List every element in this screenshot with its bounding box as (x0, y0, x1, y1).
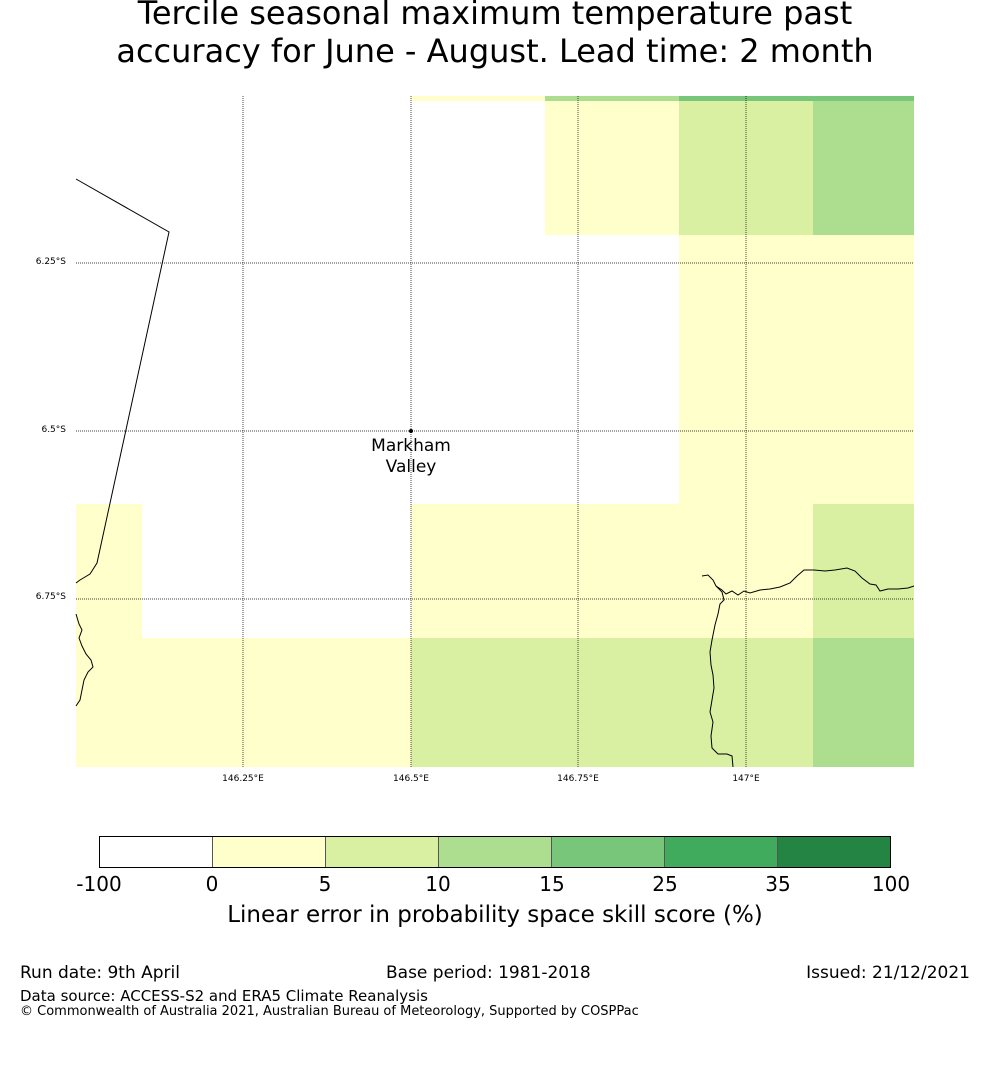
skill-cell (411, 504, 813, 638)
borders-and-coastline (75, 178, 915, 768)
lon-label: 147°E (732, 774, 760, 784)
colorbar-tick: 100 (871, 872, 911, 896)
lon-label: 146.25°E (222, 774, 264, 784)
place-label-line-1: Markham (371, 436, 451, 456)
map-title: Tercile seasonal maximum temperature pas… (0, 0, 990, 70)
colorbar-segment (665, 837, 778, 867)
skill-cell (411, 638, 813, 767)
base-period: Base period: 1981-2018 (386, 963, 591, 983)
title-line-2: accuracy for June - August. Lead time: 2… (116, 32, 874, 70)
skill-cell (76, 504, 142, 638)
colorbar (99, 836, 891, 868)
colorbar-tick: 35 (765, 872, 791, 896)
run-date: Run date: 9th April (20, 963, 180, 983)
border-line (75, 178, 170, 584)
skill-cell (679, 96, 914, 101)
issued-date: Issued: 21/12/2021 (806, 963, 970, 983)
colorbar-segment (439, 837, 552, 867)
lat-label: 6.75°S (35, 592, 66, 602)
colorbar-tick: 15 (539, 872, 565, 896)
skill-cell (76, 638, 411, 767)
colorbar-tick: 10 (425, 872, 451, 896)
skill-cell (545, 96, 679, 101)
lat-label: 6.5°S (41, 425, 66, 435)
colorbar-segment (778, 837, 890, 867)
lat-label: 6.25°S (35, 257, 66, 267)
river-line (709, 585, 734, 768)
skill-cell (813, 101, 914, 235)
skill-cell (545, 101, 679, 235)
colorbar-tick: 0 (205, 872, 219, 896)
skill-cell (411, 96, 545, 101)
graticule (76, 96, 914, 767)
colorbar-segment (213, 837, 326, 867)
coastline-east (701, 567, 915, 596)
lon-label: 146.5°E (393, 774, 429, 784)
skill-cell (679, 235, 914, 504)
place-label-line-2: Valley (385, 457, 437, 477)
colorbar-segment (100, 837, 213, 867)
colorbar-segment (552, 837, 665, 867)
colorbar-tick: -100 (76, 872, 122, 896)
location-marker (409, 429, 413, 433)
lon-label: 146.75°E (557, 774, 599, 784)
skill-cell (813, 638, 914, 767)
colorbar-label: Linear error in probability space skill … (227, 902, 763, 928)
colorbar-segment (326, 837, 439, 867)
place-label: Markham Valley (351, 436, 471, 478)
colorbar-tick: 5 (318, 872, 332, 896)
copyright: © Commonwealth of Australia 2021, Austra… (20, 1004, 639, 1019)
data-source: Data source: ACCESS-S2 and ERA5 Climate … (20, 987, 428, 1005)
skill-cells (76, 96, 914, 767)
colorbar-tick: 25 (652, 872, 678, 896)
title-line-1: Tercile seasonal maximum temperature pas… (137, 0, 853, 32)
coastline-west (75, 613, 94, 707)
